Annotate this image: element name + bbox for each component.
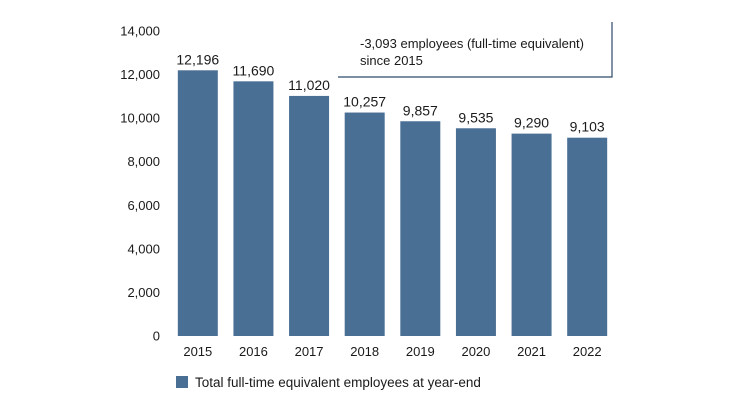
bar (344, 112, 385, 336)
data-labels: 12,196 11,690 11,020 10,257 9,857 9,535 9,290 9… (176, 51, 605, 134)
data-label: 12,196 (176, 51, 219, 67)
y-tick-label: 14,000 (120, 24, 160, 39)
y-tick-label: 4,000 (127, 241, 160, 256)
x-tick-label: 2018 (350, 344, 379, 359)
legend-label: Total full-time equivalent employees at … (195, 375, 481, 390)
data-label: 9,535 (458, 109, 493, 125)
data-label: 10,257 (343, 94, 386, 110)
y-tick-label: 6,000 (127, 198, 160, 213)
data-label: 9,290 (514, 115, 549, 131)
bar (455, 128, 496, 336)
y-axis: 0 2,000 4,000 6,000 8,000 10,000 12,000 14,000 (120, 24, 160, 344)
annotation-box: -3,093 employees (full-time equivalent) … (338, 22, 613, 78)
y-tick-label: 8,000 (127, 154, 160, 169)
data-label: 11,020 (288, 77, 330, 93)
data-label: 9,103 (570, 119, 605, 135)
legend: Total full-time equivalent employees at … (176, 375, 481, 390)
bars (177, 70, 608, 337)
bar (177, 70, 218, 337)
x-tick-label: 2019 (406, 344, 435, 359)
y-tick-label: 12,000 (120, 67, 160, 82)
bar (233, 81, 274, 336)
bar (567, 137, 608, 336)
legend-swatch (176, 376, 188, 388)
x-tick-label: 2020 (461, 344, 490, 359)
bar (511, 133, 552, 336)
y-tick-label: 2,000 (127, 285, 160, 300)
x-axis: 2015 2016 2017 2018 2019 2020 2021 2022 (183, 344, 601, 359)
annotation-line-2: since 2015 (360, 53, 423, 68)
bar (289, 95, 330, 337)
x-tick-label: 2021 (517, 344, 546, 359)
x-tick-label: 2016 (239, 344, 268, 359)
x-tick-label: 2015 (183, 344, 212, 359)
x-tick-label: 2017 (295, 344, 324, 359)
y-tick-label: 0 (153, 329, 160, 344)
y-tick-label: 10,000 (120, 111, 160, 126)
annotation-bracket (338, 22, 613, 78)
annotation-line-1: -3,093 employees (full-time equivalent) (360, 36, 584, 51)
data-label: 11,690 (233, 62, 275, 78)
data-label: 9,857 (403, 102, 438, 118)
x-tick-label: 2022 (573, 344, 602, 359)
bar (400, 121, 441, 337)
